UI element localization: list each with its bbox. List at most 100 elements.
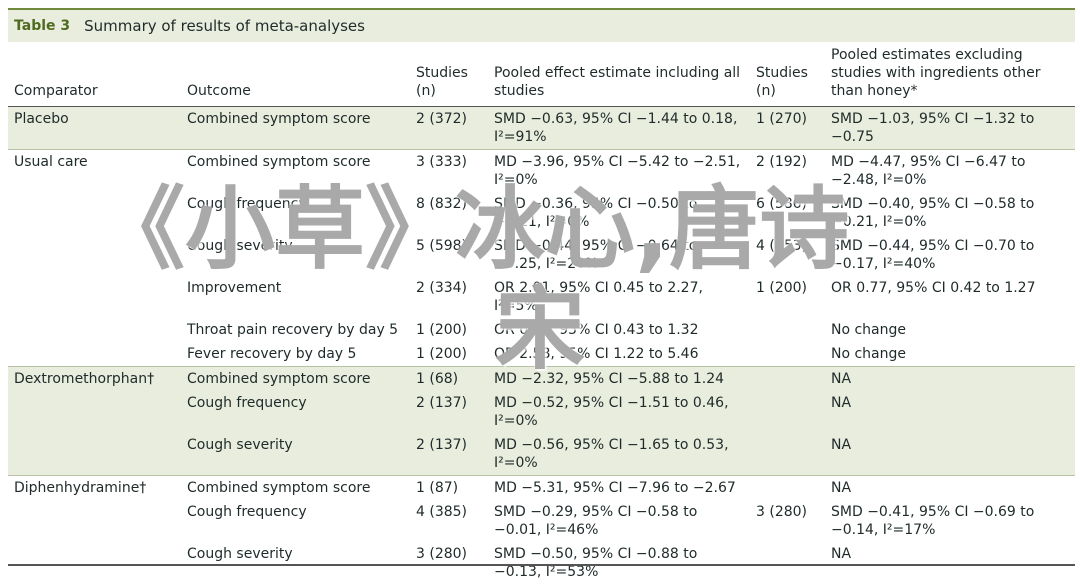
table-row: Fever recovery by day 5 1 (200) OR 2.58, 9… [8,342,1075,367]
header-studies: Studies (n) [410,42,488,107]
cell-outcome: Cough severity [187,546,293,562]
header-row: Comparator Outcome Studies (n) Pooled ef… [8,42,1075,107]
cell-comparator [8,318,181,342]
cell-outcome: Throat pain recovery by day 5 [187,322,399,338]
cell-comparator: Diphenhydramine† [8,475,181,500]
cell-studies: 5 (598) [416,238,468,254]
cell-pooled-all: SMD −0.29, 95% CI −0.58 to −0.01, I²=46% [494,504,698,538]
cell-studies-excl [750,318,825,342]
table-row: Cough frequency 8 (832) SMD −0.36, 95% CI … [8,192,1075,234]
cell-comparator [8,342,181,367]
cell-studies: 1 (87) [410,475,488,500]
cell-pooled-all: SMD −0.44, 95% CI −0.64 to −0.25, I²=20% [494,238,698,272]
header-pooled-excl: Pooled estimates excluding studies with … [825,42,1075,107]
cell-outcome: Improvement [187,280,282,296]
table-label: Table 3 [14,18,71,34]
cell-studies: 8 (832) [416,196,468,212]
table-title: Summary of results of meta-analyses [84,17,365,35]
table-row: Cough severity 3 (280) SMD −0.50, 95% CI −… [8,542,1075,584]
cell-studies: 2 (372) [410,106,488,150]
cell-studies: 1 (68) [410,366,488,391]
cell-studies-excl: 1 (200) [756,280,808,296]
cell-outcome: Combined symptom score [181,149,410,192]
cell-studies-excl [750,366,825,391]
table-row: Cough severity 2 (137) MD −0.56, 95% CI −1… [8,433,1075,476]
cell-pooled-excl: NA [825,391,1075,433]
table-bottom-rule [8,564,1075,566]
cell-comparator: Usual care [8,149,181,192]
header-comparator: Comparator [8,42,181,107]
cell-studies-excl [750,475,825,500]
cell-pooled-all: MD −2.32, 95% CI −5.88 to 1.24 [488,366,750,391]
table-row: Improvement 2 (334) OR 2.01, 95% CI 0.45 t… [8,276,1075,318]
cell-pooled-all: MD −0.52, 95% CI −1.51 to 0.46, I²=0% [488,391,750,433]
cell-pooled-all: MD −3.96, 95% CI −5.42 to −2.51, I²=0% [488,149,750,192]
table-row: Cough frequency 4 (385) SMD −0.29, 95% CI … [8,500,1075,542]
cell-studies-excl: 2 (192) [750,149,825,192]
cell-pooled-all: OR 2.58, 95% CI 1.22 to 5.46 [494,346,699,362]
table-row: Cough severity 5 (598) SMD −0.44, 95% CI −… [8,234,1075,276]
cell-outcome: Cough severity [181,433,410,476]
cell-studies: 4 (385) [416,504,468,520]
cell-outcome: Cough frequency [187,504,307,520]
header-outcome: Outcome [181,42,410,107]
cell-studies: 2 (137) [410,433,488,476]
cell-pooled-all: OR 2.01, 95% CI 0.45 to 2.27, I²=5% [494,280,703,314]
cell-pooled-all: OR 0.75, 95% CI 0.43 to 1.32 [494,322,699,338]
cell-comparator [8,192,181,234]
cell-pooled-all: SMD −0.50, 95% CI −0.88 to −0.13, I²=53% [494,546,698,580]
cell-studies: 2 (334) [416,280,468,296]
cell-outcome: Fever recovery by day 5 [187,346,357,362]
cell-outcome: Combined symptom score [181,366,410,391]
cell-pooled-excl: NA [825,475,1075,500]
cell-pooled-all: SMD −0.36, 95% CI −0.50 to −0.21, I²=0% [494,196,698,230]
cell-pooled-excl: NA [825,433,1075,476]
cell-pooled-excl: MD −4.47, 95% CI −6.47 to −2.48, I²=0% [825,149,1075,192]
cell-studies-excl [750,342,825,367]
header-pooled-all: Pooled effect estimate including all stu… [488,42,750,107]
cell-comparator [8,433,181,476]
cell-studies-excl: 6 (586) [756,196,808,212]
table-row: Diphenhydramine† Combined symptom score 1 … [8,475,1075,500]
cell-studies-excl: 1 (270) [750,106,825,150]
cell-comparator [8,234,181,276]
cell-outcome: Cough frequency [187,196,307,212]
cell-pooled-excl: No change [831,346,907,362]
cell-comparator [8,391,181,433]
table-row: Throat pain recovery by day 5 1 (200) OR 0… [8,318,1075,342]
cell-pooled-excl: NA [825,366,1075,391]
cell-pooled-excl: SMD −0.41, 95% CI −0.69 to −0.14, I²=17% [831,504,1035,538]
cell-comparator: Placebo [8,106,181,150]
table-row: Usual care Combined symptom score 3 (333) M… [8,149,1075,192]
cell-studies: 3 (333) [410,149,488,192]
cell-comparator [8,542,181,584]
cell-pooled-excl: SMD −0.40, 95% CI −0.58 to −0.21, I²=0% [831,196,1035,230]
cell-comparator: Dextromethorphan† [8,366,181,391]
cell-outcome: Cough frequency [181,391,410,433]
cell-pooled-excl: No change [831,322,907,338]
cell-studies: 1 (200) [416,322,468,338]
cell-outcome: Combined symptom score [181,475,410,500]
cell-studies-excl: 3 (280) [756,504,808,520]
cell-studies: 2 (137) [410,391,488,433]
cell-pooled-all: MD −0.56, 95% CI −1.65 to 0.53, I²=0% [488,433,750,476]
cell-pooled-all: SMD −0.63, 95% CI −1.44 to 0.18, I²=91% [488,106,750,150]
header-studies-excl: Studies (n) [750,42,825,107]
cell-studies: 1 (200) [416,346,468,362]
cell-pooled-all: MD −5.31, 95% CI −7.96 to −2.67 [488,475,750,500]
cell-pooled-excl: NA [831,546,852,562]
cell-pooled-excl: SMD −0.44, 95% CI −0.70 to −0.17, I²=40% [831,238,1035,272]
cell-comparator [8,276,181,318]
cell-pooled-excl: OR 0.77, 95% CI 0.42 to 1.27 [831,280,1036,296]
meta-analyses-table: Comparator Outcome Studies (n) Pooled ef… [8,42,1075,584]
cell-studies-excl: 4 (453) [756,238,808,254]
cell-comparator [8,500,181,542]
cell-studies: 3 (280) [416,546,468,562]
cell-outcome: Combined symptom score [181,106,410,150]
cell-studies-excl [750,391,825,433]
cell-outcome: Cough severity [187,238,293,254]
cell-studies-excl [750,433,825,476]
table-row: Dextromethorphan† Combined symptom score 1… [8,366,1075,391]
table-row: Placebo Combined symptom score 2 (372) SMD … [8,106,1075,150]
cell-pooled-excl: SMD −1.03, 95% CI −1.32 to −0.75 [825,106,1075,150]
